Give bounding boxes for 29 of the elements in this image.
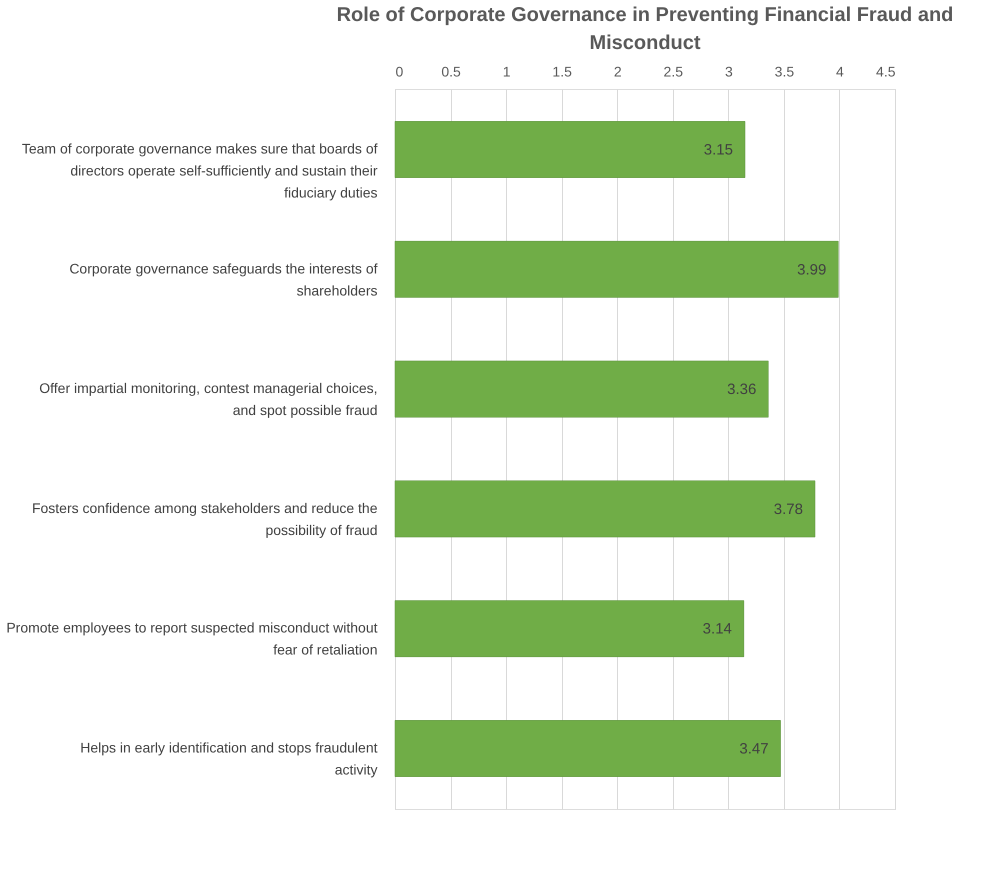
x-tick-label: 0.5 xyxy=(441,64,461,80)
y-tick-label: Helps in early identification and stops fraudulent activity xyxy=(80,740,378,778)
y-tick-label: Offer impartial monitoring, contest managerial choices, and spot possible fraud xyxy=(39,380,378,418)
y-tick-label: Team of corporate governance makes sure that boards of directors operate self-sufficiently and sustain their fiduciary duties xyxy=(22,140,378,200)
data-label: 3.99 xyxy=(797,261,826,278)
bar xyxy=(394,121,746,178)
x-tick-label: 0 xyxy=(396,64,404,80)
x-tick-label: 2 xyxy=(614,64,622,80)
data-label: 3.78 xyxy=(774,500,803,518)
x-tick-label: 4 xyxy=(836,64,844,80)
bar xyxy=(394,240,839,298)
data-label: 3.47 xyxy=(739,740,769,758)
y-tick-label: Promote employees to report suspected misconduct without fear of retaliation xyxy=(6,620,378,658)
bar xyxy=(394,720,781,777)
data-label: 3.14 xyxy=(702,620,732,638)
y-tick-label: Corporate governance safeguards the interests of shareholders xyxy=(69,260,378,298)
x-tick-label: 3.5 xyxy=(774,64,794,80)
y-tick-label: Fosters confidence among stakeholders and reduce the possibility of fraud xyxy=(32,500,378,538)
bar xyxy=(394,600,744,658)
x-tick-label: 3 xyxy=(724,64,733,80)
bar xyxy=(394,360,769,418)
x-tick-label: 2.5 xyxy=(664,64,684,80)
x-tick-label: 1.5 xyxy=(552,64,572,80)
bar xyxy=(394,480,816,538)
x-tick-label: 4.5 xyxy=(876,64,896,80)
data-label: 3.36 xyxy=(727,381,756,398)
x-tick-label: 1 xyxy=(502,64,511,80)
data-label: 3.15 xyxy=(704,142,733,158)
chart-title: Role of Corporate Governance in Preventing Financial Fraud and Misconduct xyxy=(336,4,954,54)
